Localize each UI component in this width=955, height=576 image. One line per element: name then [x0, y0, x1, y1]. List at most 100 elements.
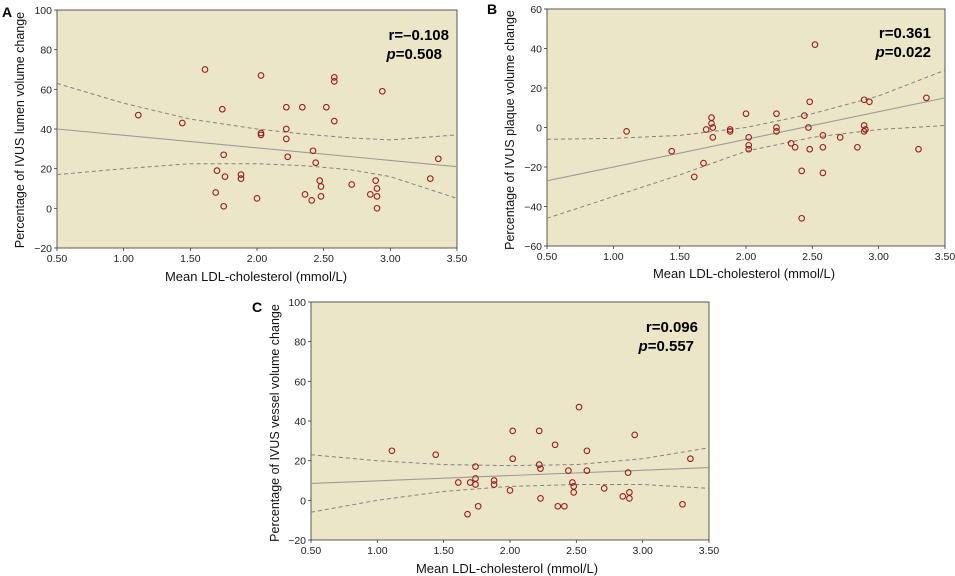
data-point-b — [862, 126, 869, 133]
data-point-a — [312, 159, 320, 167]
data-point-c — [509, 455, 517, 463]
data-point-c — [619, 493, 627, 500]
data-point-c — [490, 477, 498, 484]
data-point-b — [798, 167, 806, 175]
correlation-r-c: r=0.096 — [646, 319, 698, 336]
data-point-c — [624, 469, 632, 476]
data-point-b — [668, 147, 676, 155]
data-point-a — [309, 147, 317, 155]
data-point-c — [569, 479, 576, 486]
data-point-b — [726, 128, 734, 135]
x-tick-label-c: 2.00 — [500, 545, 521, 557]
regression-line-a — [56, 128, 458, 168]
plot-area-a: 0.50 1.00 1.50 2.00 2.50 3.00 3.50 −20 0 20 40 60 80… — [34, 5, 467, 265]
y-tick-label-c: 40 — [294, 416, 306, 428]
data-point-c — [583, 447, 591, 455]
x-tick-label-c: 3.50 — [699, 545, 720, 557]
y-tick-label-c: 0 — [300, 495, 306, 507]
data-point-c — [575, 403, 583, 411]
panel-letter-a: A — [2, 4, 12, 20]
p-number-b: =0.022 — [885, 44, 931, 61]
data-point-a — [378, 87, 386, 95]
data-point-c — [570, 489, 578, 496]
data-point-c — [474, 502, 482, 510]
y-tick-label-c: −20 — [288, 535, 306, 547]
data-point-a — [330, 117, 338, 125]
data-point-a — [257, 129, 265, 137]
data-point-c — [509, 427, 517, 435]
data-point-b — [773, 124, 780, 131]
data-point-a — [373, 185, 381, 192]
x-axis-label-a: Mean LDL-cholesterol (mmol/L) — [165, 269, 347, 284]
data-point-b — [819, 169, 827, 177]
y-axis-label-b: Percentage of IVUS plaque volume change — [503, 10, 517, 250]
x-tick-label-b: 0.50 — [537, 251, 558, 263]
data-point-c — [600, 485, 608, 492]
data-point-b — [702, 126, 710, 133]
y-tick-label-a: 80 — [40, 45, 52, 57]
x-tick-label-b: 2.00 — [736, 251, 757, 263]
ci-upper-line-b — [546, 69, 946, 140]
p-number-a: =0.508 — [396, 46, 442, 63]
p-value-c: p=0.557 — [638, 338, 694, 355]
data-point-c — [506, 487, 514, 494]
data-point-a — [282, 135, 290, 143]
panel-letter-c: C — [252, 299, 262, 315]
p-number-c: =0.557 — [648, 338, 694, 355]
ci-upper-line-c — [310, 447, 710, 467]
data-point-c — [535, 427, 543, 435]
data-point-b — [623, 128, 630, 135]
data-point-a — [434, 155, 442, 163]
data-point-c — [464, 510, 471, 518]
ci-lower-line-a — [56, 163, 458, 199]
data-point-c — [472, 481, 479, 488]
y-tick-label-b: −20 — [524, 162, 542, 174]
x-tick-label-b: 1.50 — [669, 251, 690, 263]
y-tick-label-a: −20 — [34, 243, 52, 255]
data-point-b — [745, 134, 753, 141]
data-point-a — [348, 181, 356, 188]
data-point-a — [257, 131, 265, 139]
data-point-a — [220, 202, 228, 210]
data-point-b — [805, 124, 812, 131]
y-tick-label-c: 20 — [294, 456, 306, 468]
data-point-c — [565, 467, 572, 474]
y-tick-label-b: 0 — [536, 123, 542, 135]
data-point-b — [709, 134, 717, 141]
data-point-c — [535, 461, 543, 468]
data-point-c — [626, 495, 633, 502]
regression-line-c — [310, 467, 710, 485]
p-symbol-a: p — [386, 46, 396, 63]
data-point-b — [798, 214, 806, 222]
data-point-b — [854, 143, 861, 151]
data-point-c — [432, 451, 440, 459]
data-point-a — [366, 191, 374, 198]
x-tick-label-b: 3.00 — [868, 251, 889, 263]
data-point-b — [866, 98, 873, 106]
data-point-c — [388, 447, 396, 455]
x-tick-label-a: 3.00 — [380, 253, 401, 265]
data-point-a — [317, 193, 325, 200]
data-point-b — [700, 159, 707, 167]
correlation-r-a: r=–0.108 — [389, 27, 449, 44]
data-point-b — [773, 110, 780, 118]
data-point-a — [237, 175, 245, 182]
data-point-b — [690, 173, 698, 181]
ci-upper-line-a — [56, 82, 458, 141]
x-tick-label-a: 1.00 — [113, 253, 134, 265]
data-point-c — [490, 481, 498, 488]
panel-a: A Percentage of IVUS lumen volume change… — [2, 4, 467, 284]
data-point-c — [561, 502, 568, 510]
panel-letter-b: B — [487, 1, 497, 17]
x-tick-label-a: 1.50 — [180, 253, 201, 265]
data-point-b — [787, 139, 795, 147]
data-point-a — [220, 151, 228, 159]
x-tick-label-c: 1.00 — [367, 545, 388, 557]
data-point-b — [708, 120, 715, 127]
data-point-a — [330, 74, 338, 81]
y-tick-label-c: 80 — [294, 337, 306, 349]
y-tick-label-b: 40 — [530, 44, 542, 56]
x-tick-label-a: 0.50 — [47, 253, 68, 265]
data-point-a — [257, 72, 265, 79]
y-axis-label-a: Percentage of IVUS lumen volume change — [13, 12, 27, 248]
